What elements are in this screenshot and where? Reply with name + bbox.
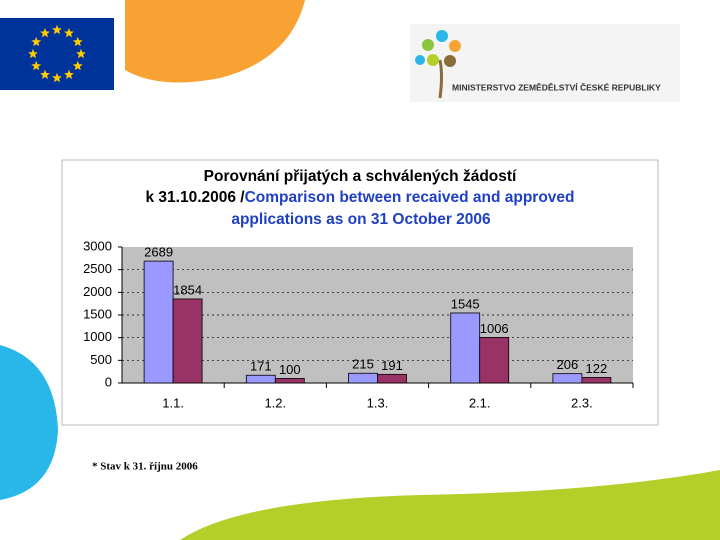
decor-cyan <box>0 345 58 500</box>
eu-star <box>28 48 38 59</box>
decor-orange <box>125 0 305 83</box>
footnote: * Stav k 31. říjnu 2006 <box>92 461 198 473</box>
y-tick-label: 0 <box>105 374 112 389</box>
logo-tree <box>415 30 461 99</box>
eu-star <box>64 69 74 79</box>
x-tick-label: 1.2. <box>264 395 286 410</box>
chart-subtitle: k 31.10.2006 /Comparison between recaive… <box>145 189 574 206</box>
eu-star <box>72 60 83 71</box>
value-label: 171 <box>250 359 272 374</box>
y-tick-label: 1000 <box>83 329 112 344</box>
eu-star <box>31 60 42 71</box>
value-label: 2689 <box>144 245 173 260</box>
eu-stars <box>28 24 86 83</box>
chart-subtitle-2: applications as on 31 October 2006 <box>231 211 491 228</box>
decor-green <box>180 470 720 540</box>
y-tick-label: 2500 <box>83 261 112 276</box>
value-label: 100 <box>279 362 301 377</box>
value-label: 122 <box>586 361 608 376</box>
ministry-name: MINISTERSTVO ZEMĚDĚLSTVÍ ČESKÉ REPUBLIKY <box>452 81 661 92</box>
y-tick-label: 1500 <box>83 306 112 321</box>
subtitle-en: Comparison between recaived and approved <box>245 189 575 206</box>
value-label: 1545 <box>451 296 480 311</box>
y-tick-label: 2000 <box>83 284 112 299</box>
bar <box>552 373 583 384</box>
value-label: 1854 <box>173 282 202 297</box>
x-tick-label: 1.1. <box>162 395 184 410</box>
subtitle-date: k 31.10.2006 / <box>145 189 245 206</box>
x-tick-label: 2.3. <box>571 395 593 410</box>
value-label: 191 <box>381 358 403 373</box>
eu-star <box>72 36 83 47</box>
bar <box>143 260 174 384</box>
bar <box>245 374 276 384</box>
eu-star <box>64 28 74 38</box>
x-tick-label: 2.1. <box>469 395 491 410</box>
bar <box>581 377 612 384</box>
y-tick-label: 500 <box>90 352 112 367</box>
bar <box>479 336 510 384</box>
value-label: 1006 <box>480 321 509 336</box>
value-label: 206 <box>557 357 579 372</box>
x-tick-label: 1.3. <box>367 395 389 410</box>
bar <box>450 312 481 384</box>
eu-star <box>52 72 62 83</box>
eu-star <box>76 48 86 59</box>
y-tick-label: 3000 <box>83 238 112 253</box>
bar <box>274 378 305 384</box>
chart-title: Porovnání přijatých a schválených žádost… <box>204 168 517 185</box>
bar <box>172 298 203 384</box>
value-label: 215 <box>352 357 374 372</box>
eu-star <box>40 28 50 38</box>
eu-star <box>31 36 42 47</box>
eu-star <box>40 69 50 79</box>
bar <box>348 372 378 384</box>
eu-star <box>52 24 62 35</box>
bar <box>377 373 407 384</box>
